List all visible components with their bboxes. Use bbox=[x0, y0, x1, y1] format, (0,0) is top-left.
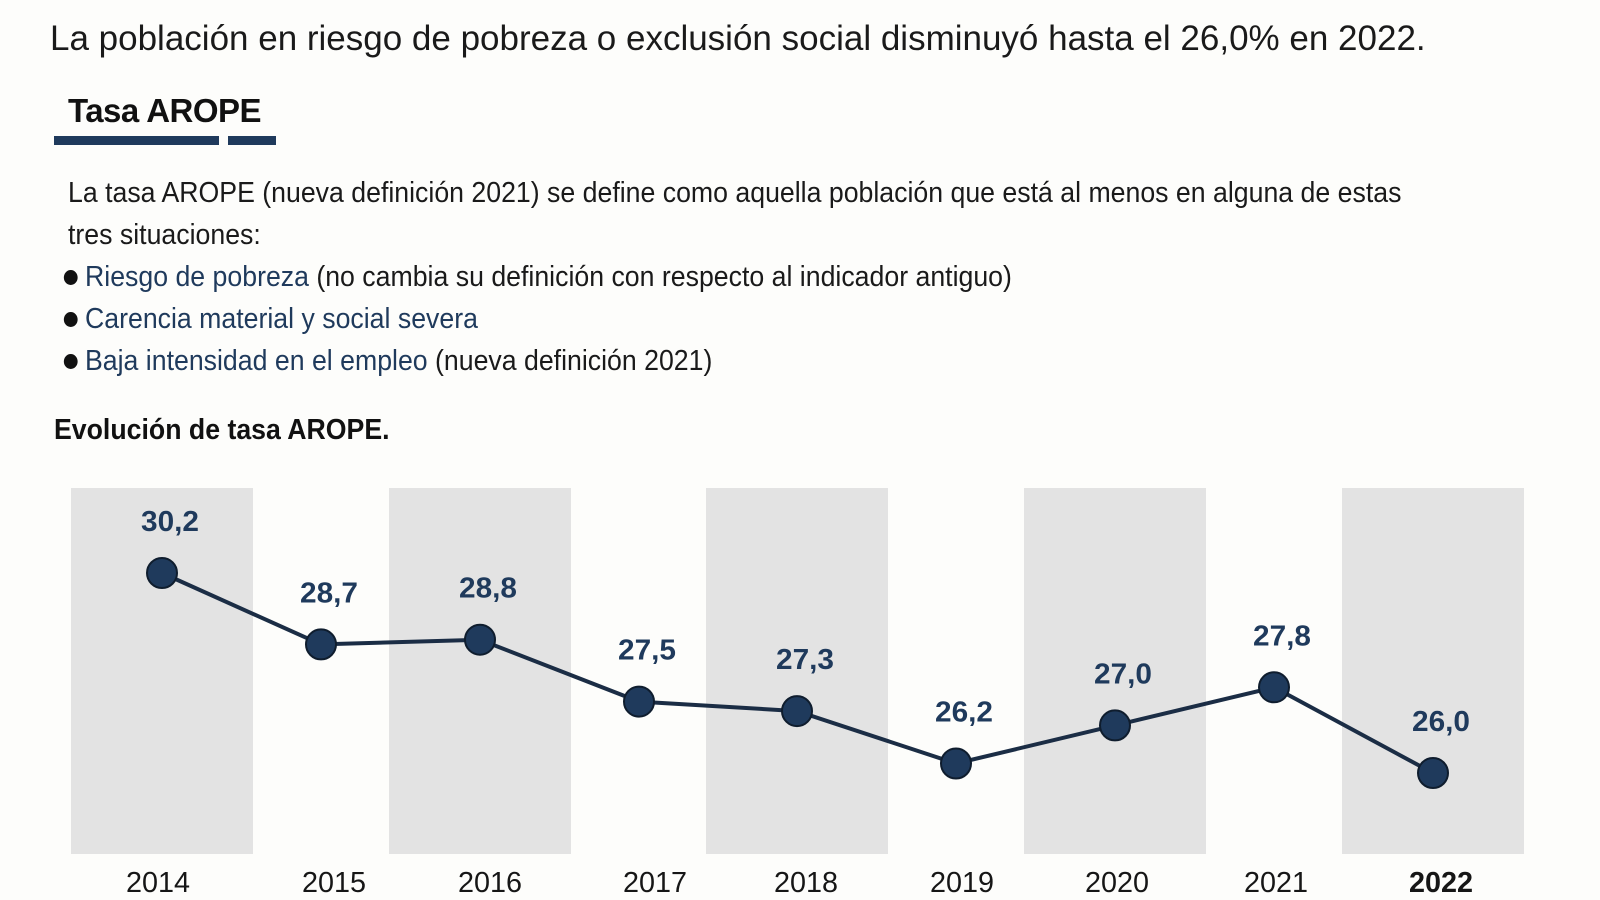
value-label-2015: 28,7 bbox=[300, 577, 358, 609]
year-label-group: 2014 2015 2016 2017 2018 2019 2020 2021 2022 bbox=[126, 867, 1473, 899]
data-point-2015 bbox=[305, 628, 337, 661]
year-label-2020: 2020 bbox=[1085, 867, 1149, 899]
value-label-2018: 27,3 bbox=[776, 644, 834, 676]
bullet-term: Riesgo de pobreza bbox=[85, 261, 309, 293]
year-label-2014: 2014 bbox=[126, 867, 190, 899]
data-point-2016 bbox=[464, 623, 496, 656]
value-label-2016: 28,8 bbox=[459, 573, 517, 605]
headline: La población en riesgo de pobreza o excl… bbox=[50, 19, 1426, 58]
data-point-2022 bbox=[1417, 757, 1449, 789]
year-label-2021: 2021 bbox=[1244, 867, 1308, 899]
title-underline-left bbox=[54, 136, 219, 145]
column-band-2020 bbox=[1024, 488, 1206, 854]
bullet-note: (no cambia su definición con respecto al… bbox=[316, 261, 1012, 293]
year-label-2022: 2022 bbox=[1409, 867, 1473, 899]
chart-title: Evolución de tasa AROPE. bbox=[54, 414, 390, 446]
bullet-dot-icon bbox=[63, 311, 78, 327]
year-label-2019: 2019 bbox=[930, 867, 994, 899]
data-point-2014 bbox=[146, 557, 178, 589]
data-point-2020 bbox=[1099, 709, 1131, 742]
bullet-note: (nueva definición 2021) bbox=[435, 345, 713, 377]
column-band-2022 bbox=[1342, 488, 1524, 854]
year-label-2016: 2016 bbox=[458, 867, 522, 899]
marker-group bbox=[146, 557, 1449, 789]
value-label-group: 30,2 28,7 28,8 27,5 27,3 26,2 27,0 27,8 26,0 bbox=[141, 506, 1470, 738]
value-label-2022: 26,0 bbox=[1412, 706, 1470, 738]
data-point-2019 bbox=[940, 747, 972, 780]
column-bands bbox=[71, 488, 1524, 854]
data-point-2021 bbox=[1258, 671, 1290, 704]
bullet-dot-icon bbox=[63, 353, 78, 369]
section-title: Tasa AROPE bbox=[68, 92, 262, 129]
year-label-2015: 2015 bbox=[302, 867, 366, 899]
bullet-item-poverty-risk: Riesgo de pobreza (no cambia su definici… bbox=[62, 256, 1166, 298]
column-band-2016 bbox=[389, 488, 571, 854]
bullet-item-low-work-intensity: Baja intensidad en el empleo (nueva defi… bbox=[62, 340, 1166, 382]
bullet-dot-icon bbox=[63, 269, 78, 285]
year-label-2017: 2017 bbox=[623, 867, 687, 899]
bullet-term: Baja intensidad en el empleo bbox=[85, 345, 428, 377]
bullet-item-material-deprivation: Carencia material y social severa bbox=[62, 298, 1166, 340]
column-band-2014 bbox=[71, 488, 253, 854]
year-label-2018: 2018 bbox=[774, 867, 838, 899]
value-label-2019: 26,2 bbox=[935, 697, 993, 729]
bullet-list: Riesgo de pobreza (no cambia su definici… bbox=[62, 256, 1166, 382]
data-point-2017 bbox=[623, 685, 655, 718]
value-label-2021: 27,8 bbox=[1253, 620, 1311, 652]
definition-text: La tasa AROPE (nueva definición 2021) se… bbox=[68, 177, 1402, 251]
value-label-2020: 27,0 bbox=[1094, 658, 1152, 690]
value-label-2017: 27,5 bbox=[618, 635, 676, 667]
value-label-2014: 30,2 bbox=[141, 506, 199, 538]
title-underline-right bbox=[228, 136, 276, 145]
data-point-2018 bbox=[781, 695, 813, 728]
bullet-term: Carencia material y social severa bbox=[85, 303, 478, 335]
column-band-2018 bbox=[706, 488, 888, 854]
